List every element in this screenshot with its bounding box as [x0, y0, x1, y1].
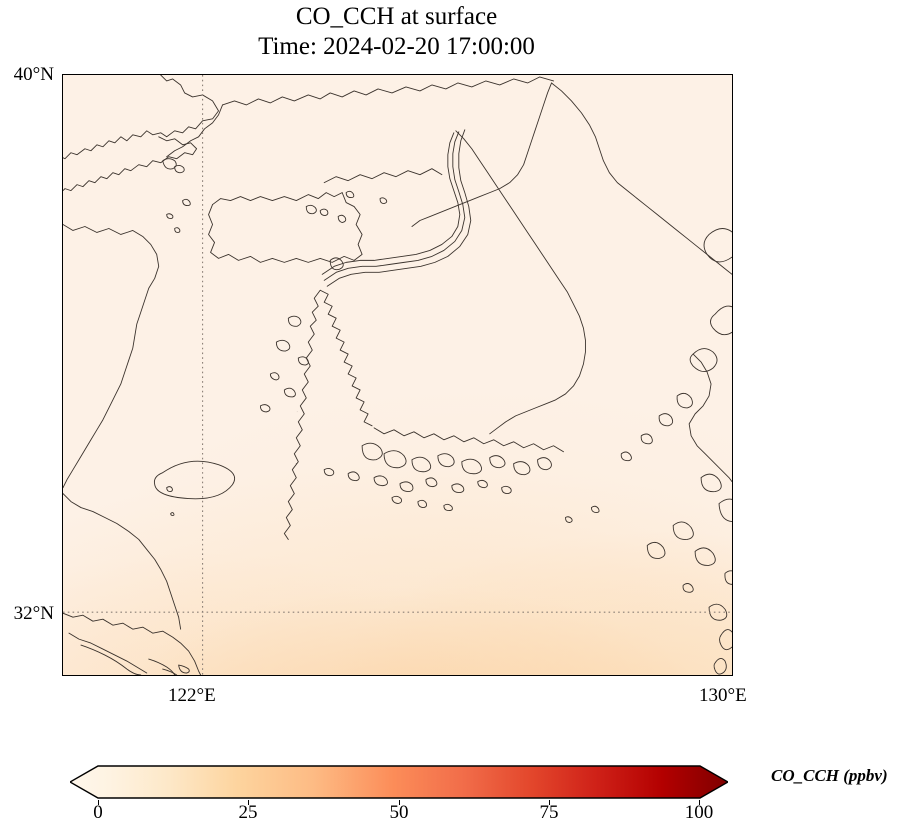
colorbar-ticklabel-25: 25: [238, 802, 258, 823]
colorbar-ticklabel-50: 50: [389, 802, 409, 823]
colorbar-gradient[interactable]: [70, 764, 728, 800]
figure-title: CO_CCH at surface Time: 2024-02-20 17:00…: [0, 2, 793, 62]
map-plot-area[interactable]: [62, 74, 733, 676]
colorbar-ticklabel-100: 100: [684, 802, 714, 823]
ytick-mark-32N: [62, 614, 63, 615]
colorbar-ticklabel-75: 75: [539, 802, 559, 823]
ytick-label-32N: 32°N: [13, 603, 54, 624]
colorbar-tick-0: [98, 800, 100, 805]
title-variable-line: CO_CCH at surface: [295, 3, 498, 30]
colorbar-tick-100: [699, 800, 701, 805]
co-concentration-field: [63, 75, 732, 675]
colorbar-tick-25: [248, 800, 250, 805]
colorbar-ticklabel-0: 0: [93, 802, 103, 823]
colorbar-tick-75: [549, 800, 551, 805]
gridline-layer: [63, 75, 732, 675]
colorbar-axis-label: CO_CCH (ppbv): [771, 766, 888, 785]
ytick-label-40N: 40°N: [13, 64, 54, 85]
xtick-label-130E: 130°E: [699, 685, 747, 706]
xtick-label-122E: 122°E: [168, 685, 216, 706]
title-time-line: Time: 2024-02-20 17:00:00: [258, 33, 535, 60]
colorbar-tick-50: [399, 800, 401, 805]
coastline-layer: [63, 75, 732, 675]
xtick-mark-122E: [203, 675, 204, 676]
ytick-mark-40N: [62, 75, 63, 76]
